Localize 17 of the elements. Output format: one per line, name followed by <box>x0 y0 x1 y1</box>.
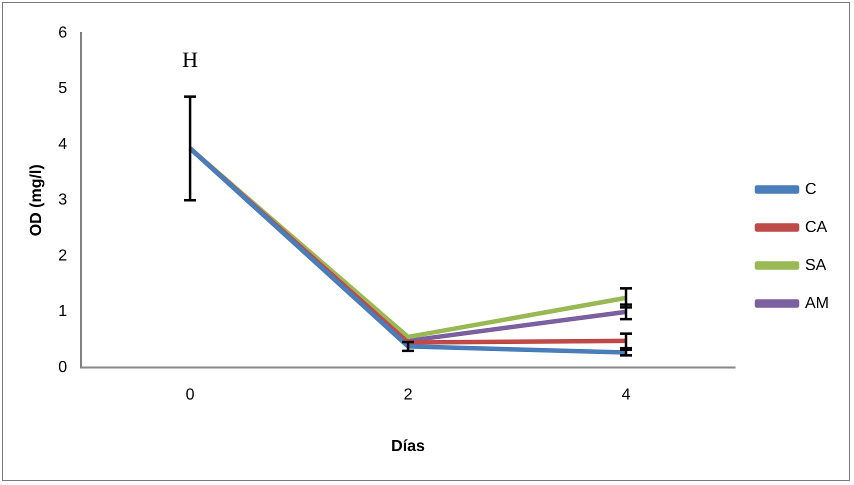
y-tick-label: 5 <box>58 80 68 98</box>
y-tick-label: 3 <box>58 192 68 209</box>
y-tick-label: 0 <box>58 359 68 376</box>
x-tick-label: 4 <box>622 386 631 404</box>
legend-label: AM <box>805 294 829 312</box>
y-tick-label: 4 <box>58 136 68 153</box>
legend-label: SA <box>805 256 827 274</box>
y-tick-label: 2 <box>58 247 68 264</box>
y-tick-label: 1 <box>58 303 68 320</box>
x-tick-label: 0 <box>186 386 195 404</box>
x-axis-title: Días <box>391 438 426 455</box>
legend-label: CA <box>805 218 828 236</box>
x-tick-label: 2 <box>404 386 413 404</box>
legend-label: C <box>805 180 817 198</box>
annotation: H <box>182 46 198 72</box>
y-axis-title: OD (mg/l) <box>28 164 46 236</box>
y-tick-label: 6 <box>58 24 68 42</box>
